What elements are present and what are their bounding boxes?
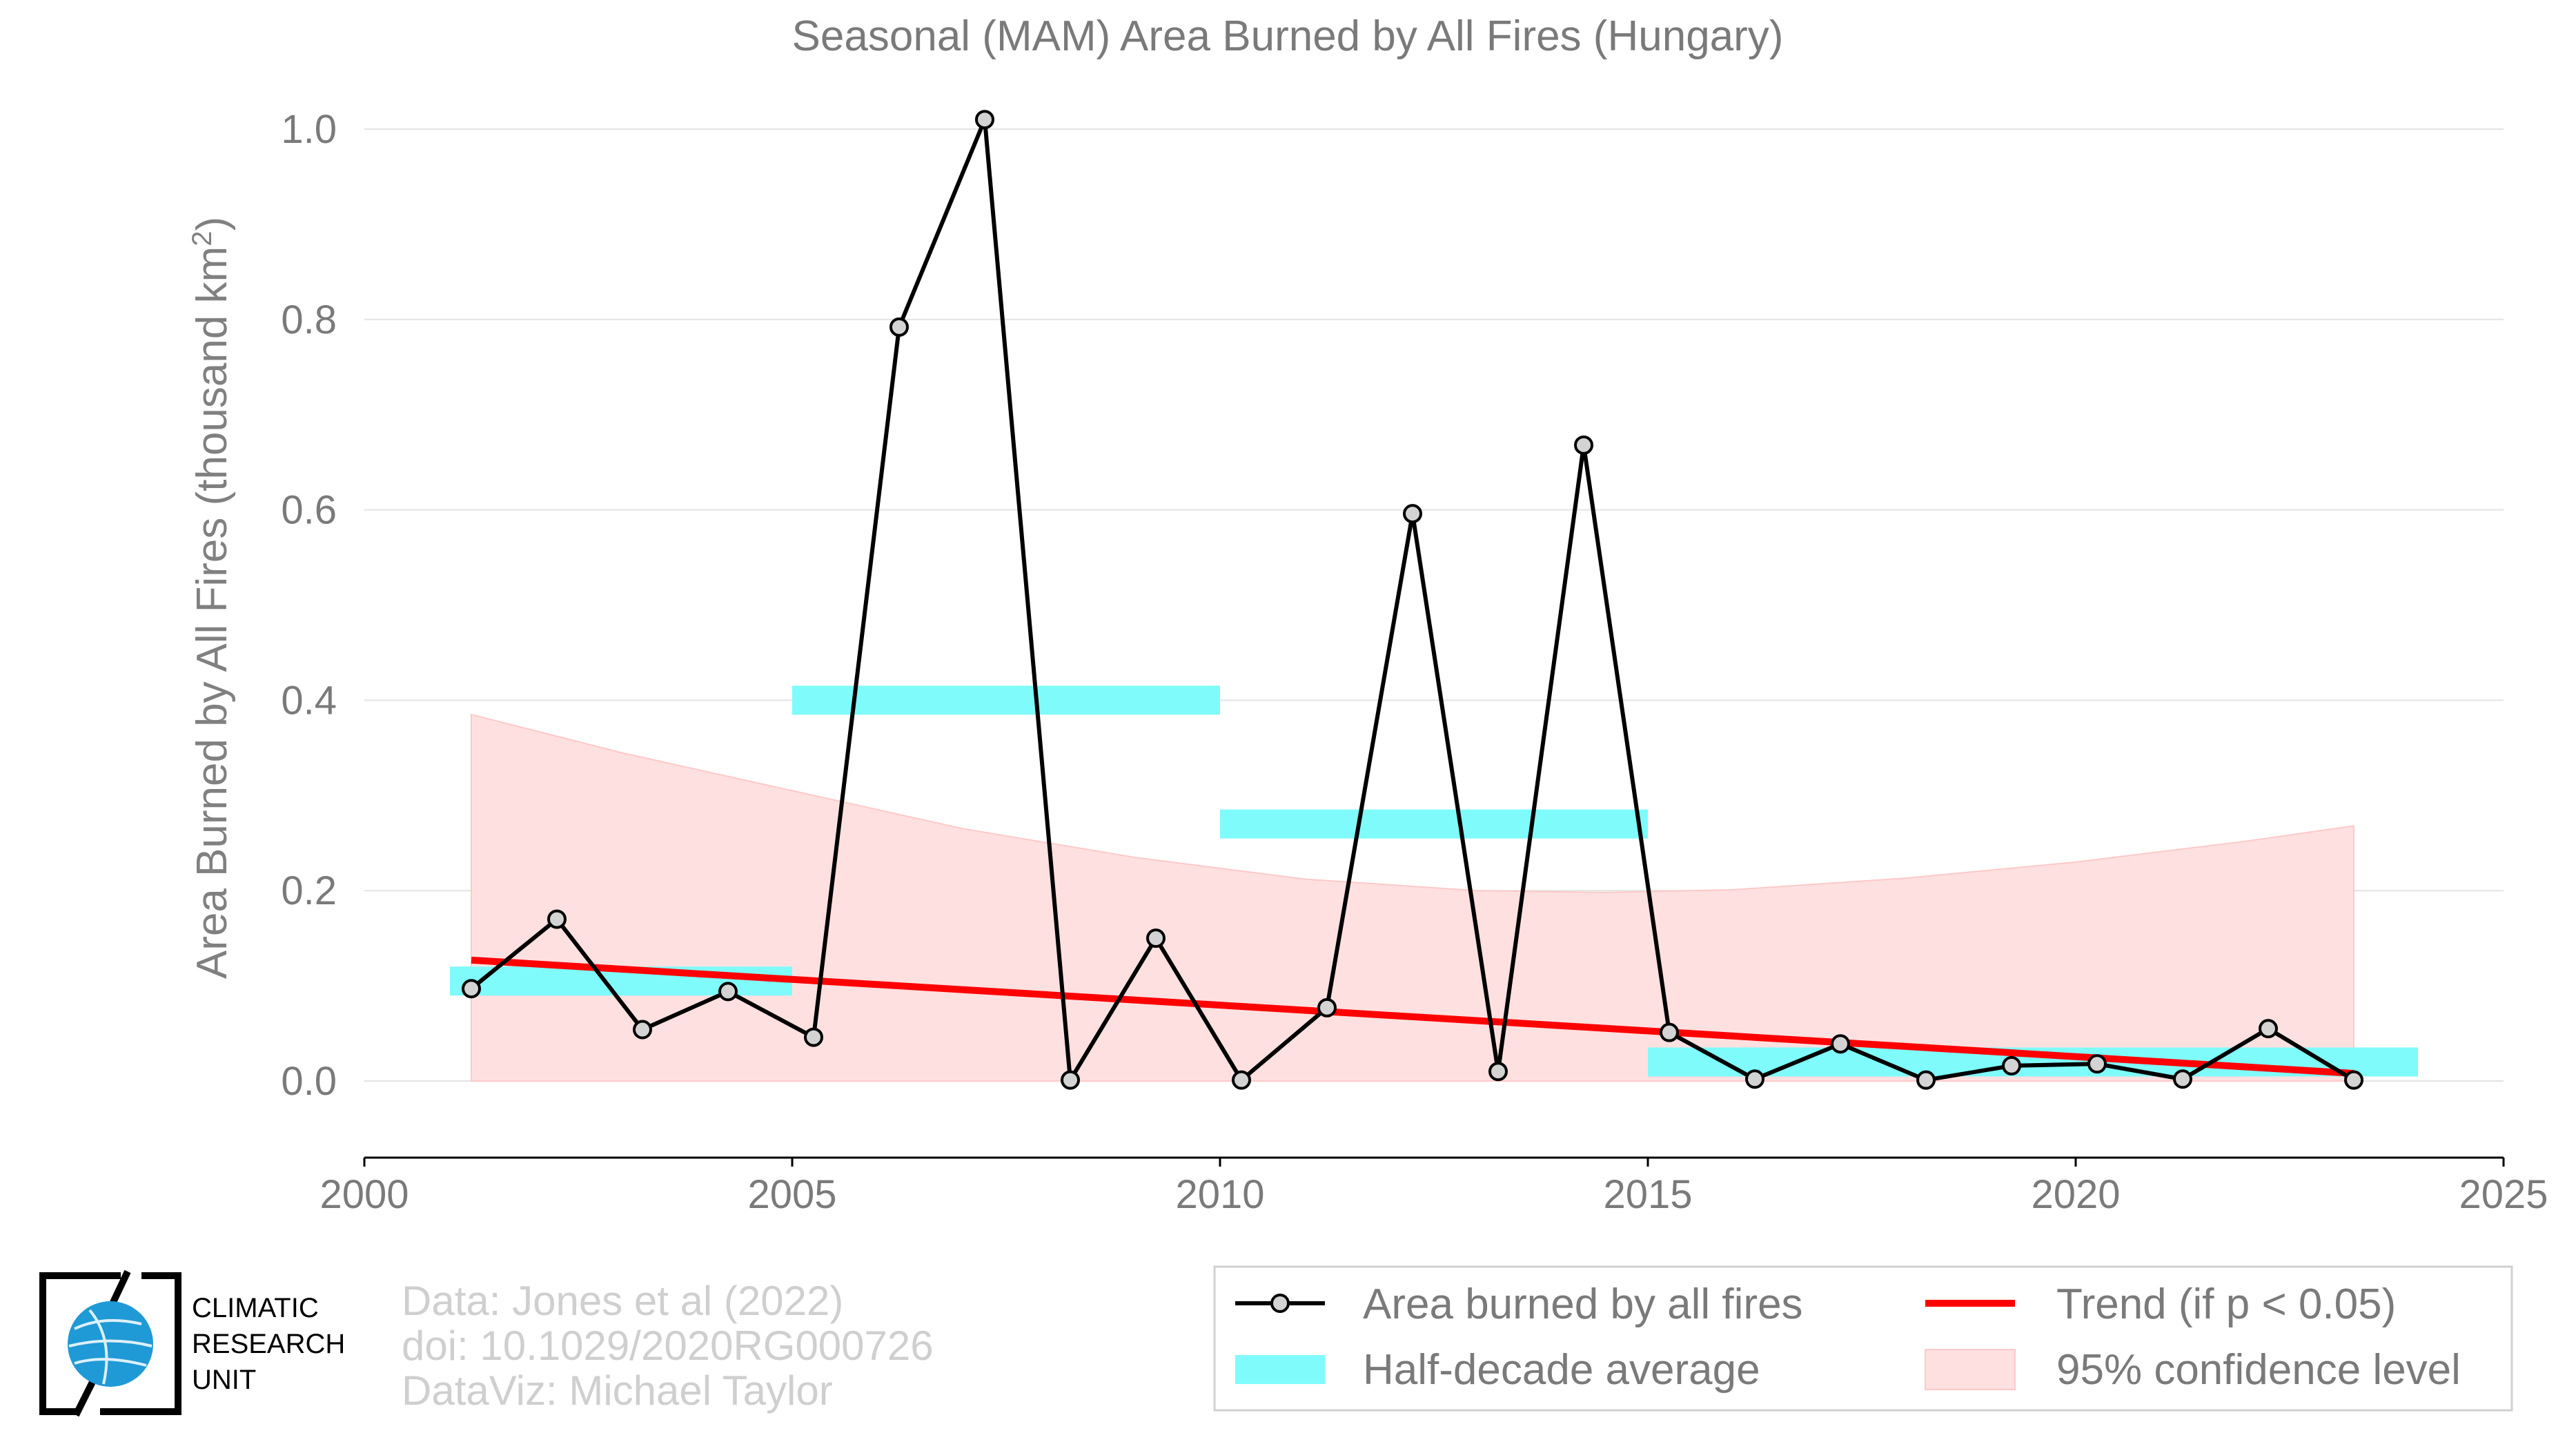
data-point-10 [1317, 997, 1337, 1017]
chart-title: Seasonal (MAM) Area Burned by All Fires … [792, 12, 1784, 60]
logo-slash-bottom [72, 1379, 97, 1417]
legend-item-half-decade: Half-decade average [1235, 1346, 1760, 1394]
x-tick-label-5: 2025 [2459, 1172, 2548, 1217]
legend-marker-swatch [1270, 1294, 1290, 1313]
legend-label-trend: Trend (if p < 0.05) [2056, 1280, 2396, 1328]
data-point-8 [1146, 928, 1166, 948]
y-axis-label-end: ) [188, 217, 236, 231]
logo-text-line2: RESEARCH [192, 1329, 345, 1359]
globe-swirl-icon [68, 1309, 153, 1385]
data-point-19 [2087, 1054, 2107, 1074]
area-burned-series [462, 110, 2363, 1090]
legend-average-swatch [1235, 1355, 1325, 1384]
y-tick-label-3: 0.6 [281, 488, 337, 533]
data-point-9 [1232, 1070, 1251, 1090]
legend: Area burned by all fires Trend (if p < 0… [1213, 1265, 2513, 1412]
data-point-16 [1831, 1034, 1850, 1054]
confidence-band-area [471, 713, 2354, 1082]
y-axis-label-sup: 2 [187, 231, 217, 246]
half-decade-bar-2 [1220, 809, 1648, 839]
data-point-5 [889, 317, 909, 337]
legend-label-half-decade: Half-decade average [1363, 1346, 1760, 1394]
logo-bracket-right [100, 1272, 181, 1415]
legend-frame [1213, 1265, 2513, 1412]
half-decade-averages [450, 685, 2418, 1077]
x-tick-label-3: 2015 [1603, 1172, 1692, 1217]
data-point-0 [462, 979, 481, 999]
data-point-20 [2173, 1069, 2192, 1089]
data-point-22 [2344, 1070, 2363, 1090]
data-point-11 [1403, 504, 1422, 524]
credit-doi: doi: 10.1029/2020RG000726 [402, 1323, 934, 1369]
data-point-15 [1745, 1069, 1764, 1089]
data-point-2 [633, 1020, 652, 1040]
data-point-18 [2002, 1055, 2021, 1075]
data-point-1 [547, 909, 567, 929]
data-point-14 [1660, 1022, 1679, 1042]
cru-logo: CLIMATIC RESEARCH UNIT [39, 1269, 345, 1417]
logo-bracket-left [39, 1272, 121, 1415]
data-point-3 [718, 982, 738, 1002]
data-point-7 [1061, 1070, 1080, 1090]
x-tick-label-0: 2000 [319, 1172, 409, 1217]
data-point-6 [975, 110, 994, 130]
x-tick-label-4: 2020 [2031, 1172, 2120, 1217]
y-axis-label: Area Burned by All Fires (thousand km2) [187, 217, 236, 979]
credit-dataviz: DataViz: Michael Taylor [402, 1367, 833, 1414]
y-tick-label-4: 0.8 [281, 298, 337, 342]
credit-data: Data: Jones et al (2022) [402, 1278, 843, 1324]
x-tick-label-1: 2005 [747, 1172, 836, 1217]
legend-confidence-swatch [1925, 1349, 2016, 1390]
legend-item-confidence: 95% confidence level [1925, 1346, 2461, 1394]
y-tick-label-2: 0.4 [281, 678, 337, 723]
legend-label-area-burned: Area burned by all fires [1363, 1280, 1803, 1328]
x-axis-ticks: 2000 2005 2010 2015 2020 2025 [319, 1158, 2548, 1217]
half-decade-bar-1 [792, 685, 1220, 715]
y-axis-ticks: 0.0 0.2 0.4 0.6 0.8 1.0 [281, 107, 337, 1104]
credits: Data: Jones et al (2022) doi: 10.1029/20… [402, 1278, 934, 1414]
confidence-band [471, 713, 2354, 1082]
data-point-13 [1574, 435, 1593, 455]
x-tick-label-2: 2010 [1175, 1172, 1264, 1217]
legend-item-trend: Trend (if p < 0.05) [1925, 1280, 2396, 1328]
data-point-12 [1488, 1062, 1508, 1082]
data-point-4 [804, 1027, 823, 1047]
plot-area: 2000 2005 2010 2015 2020 2025 0.0 0.2 0.4 0.6 0.8… [281, 107, 2548, 1217]
data-point-17 [1916, 1070, 1936, 1090]
legend-item-area-burned: Area burned by all fires [1235, 1280, 1803, 1328]
legend-label-confidence: 95% confidence level [2056, 1346, 2461, 1394]
trend-line [471, 956, 2354, 1077]
data-point-21 [2259, 1019, 2278, 1039]
y-tick-label-0: 0.0 [281, 1059, 337, 1104]
y-tick-label-1: 0.2 [281, 868, 337, 913]
logo-text-line1: CLIMATIC [192, 1293, 319, 1323]
y-axis-label-main: Area Burned by All Fires (thousand km [188, 246, 236, 979]
trend-line-segment [471, 956, 2354, 1077]
logo-text-line3: UNIT [192, 1365, 256, 1395]
y-tick-label-5: 1.0 [281, 107, 337, 152]
